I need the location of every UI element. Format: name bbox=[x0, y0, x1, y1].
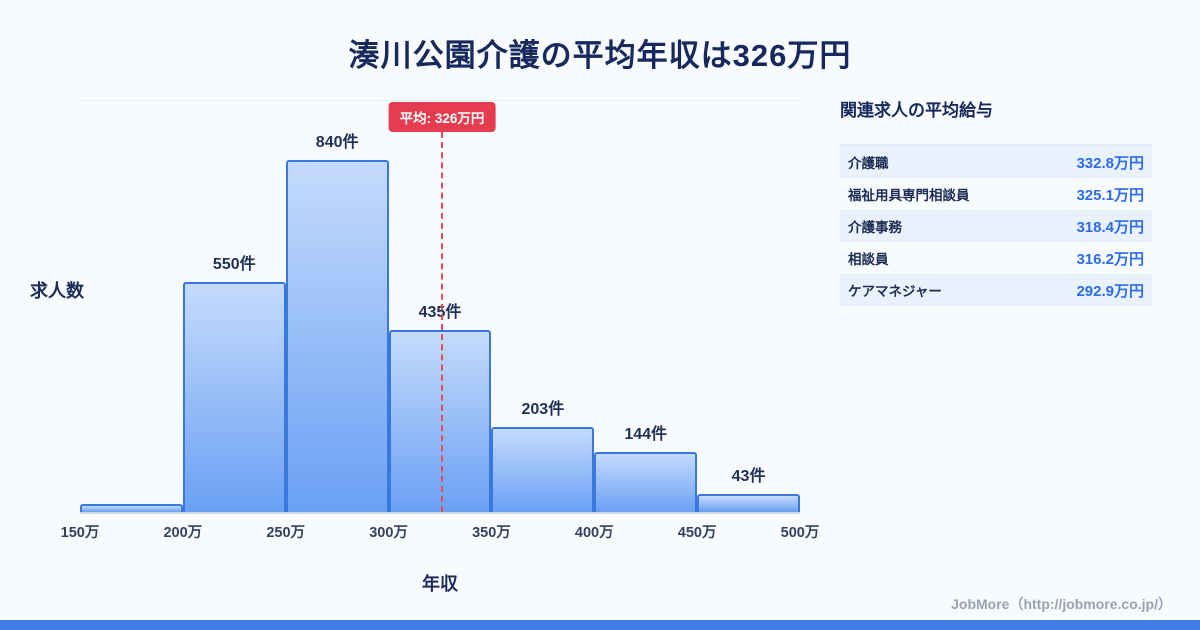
job-salary: 318.4万円 bbox=[1076, 218, 1144, 236]
salary-row: 介護職 332.8万円 bbox=[840, 146, 1152, 178]
bar-value-label: 840件 bbox=[315, 134, 359, 151]
salary-row: 相談員 316.2万円 bbox=[840, 242, 1152, 274]
job-salary: 292.9万円 bbox=[1076, 282, 1144, 300]
bar-value-label: 435件 bbox=[418, 304, 462, 321]
x-axis-label: 年収 bbox=[422, 574, 458, 594]
x-tick-label: 450万 bbox=[677, 525, 717, 541]
job-name: ケアマネジャー bbox=[848, 284, 942, 299]
job-salary: 325.1万円 bbox=[1076, 186, 1144, 204]
average-line bbox=[441, 132, 444, 512]
x-tick-label: 300万 bbox=[369, 525, 408, 541]
histogram-bar bbox=[80, 504, 183, 512]
plot-area: 平均: 326万円 550件 840件 435件 203件 144件 43件 150万 200… bbox=[61, 100, 819, 541]
job-name: 相談員 bbox=[848, 252, 889, 267]
y-axis-label: 求人数 bbox=[30, 281, 84, 301]
histogram-bar bbox=[388, 330, 492, 512]
histogram-bar bbox=[697, 494, 800, 512]
bar-value-label: 144件 bbox=[624, 426, 668, 443]
x-tick-label: 500万 bbox=[780, 525, 820, 541]
bar-value-label: 203件 bbox=[521, 401, 565, 418]
x-tick-label: 400万 bbox=[574, 525, 614, 541]
salary-row: 介護事務 318.4万円 bbox=[840, 210, 1152, 242]
salary-table: 介護職 332.8万円福祉用具専門相談員 325.1万円介護事務 318.4万円相談員… bbox=[840, 144, 1152, 306]
histogram-bar bbox=[285, 160, 389, 512]
x-tick-label: 200万 bbox=[163, 525, 203, 541]
credit-text: JobMore（http://jobmore.co.jp/） bbox=[951, 596, 1172, 612]
job-salary: 332.8万円 bbox=[1076, 154, 1144, 172]
bottom-accent-bar bbox=[0, 620, 1200, 630]
page-title: 湊川公園介護の平均年収は326万円 bbox=[348, 38, 852, 73]
salary-row: 福祉用具専門相談員 325.1万円 bbox=[840, 178, 1152, 210]
job-salary: 316.2万円 bbox=[1076, 250, 1144, 268]
bar-value-label: 43件 bbox=[731, 468, 766, 485]
average-badge: 平均: 326万円 bbox=[388, 102, 496, 132]
histogram-bar bbox=[182, 282, 286, 512]
x-tick-label: 150万 bbox=[60, 525, 100, 541]
histogram-bar bbox=[491, 427, 595, 512]
panel-heading: 関連求人の平均給与 bbox=[840, 101, 993, 120]
histogram-bar bbox=[594, 452, 698, 512]
x-tick-label: 250万 bbox=[266, 525, 306, 541]
job-name: 介護事務 bbox=[848, 220, 902, 235]
bar-value-label: 550件 bbox=[212, 256, 256, 273]
job-name: 福祉用具専門相談員 bbox=[848, 188, 970, 203]
x-tick-label: 350万 bbox=[472, 525, 511, 541]
salary-row: ケアマネジャー 292.9万円 bbox=[840, 274, 1152, 306]
related-salary-panel: 関連求人の平均給与 介護職 332.8万円福祉用具専門相談員 325.1万円介護事務… bbox=[840, 96, 1152, 306]
job-name: 介護職 bbox=[848, 156, 889, 171]
